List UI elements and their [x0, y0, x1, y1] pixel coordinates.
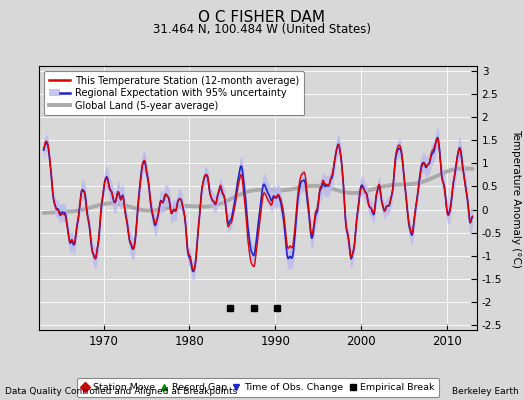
- Legend: Station Move, Record Gap, Time of Obs. Change, Empirical Break: Station Move, Record Gap, Time of Obs. C…: [77, 378, 440, 396]
- Text: 31.464 N, 100.484 W (United States): 31.464 N, 100.484 W (United States): [153, 23, 371, 36]
- Text: O C FISHER DAM: O C FISHER DAM: [199, 10, 325, 25]
- Text: Data Quality Controlled and Aligned at Breakpoints: Data Quality Controlled and Aligned at B…: [5, 387, 237, 396]
- Text: Berkeley Earth: Berkeley Earth: [452, 387, 519, 396]
- Y-axis label: Temperature Anomaly (°C): Temperature Anomaly (°C): [511, 128, 521, 268]
